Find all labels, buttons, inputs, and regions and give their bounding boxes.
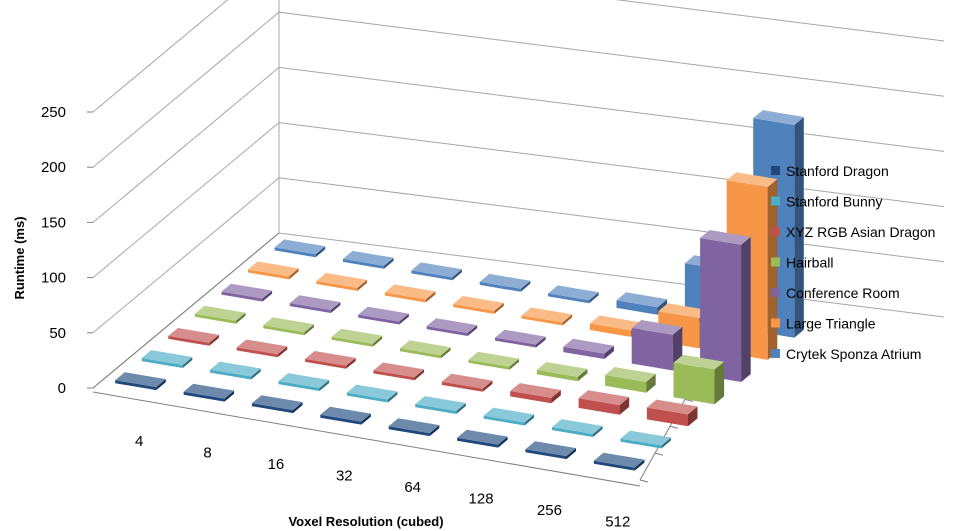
bar	[552, 419, 603, 437]
legend-label: Large Triangle	[786, 316, 876, 332]
x-tick-label: 16	[268, 456, 285, 473]
y-tick-label: 200	[41, 159, 66, 176]
bar	[411, 262, 462, 281]
bar	[221, 283, 273, 302]
legend-swatch	[771, 288, 780, 297]
bar	[605, 367, 656, 393]
bar	[468, 351, 519, 370]
bar	[457, 429, 508, 448]
x-tick-label: 512	[605, 513, 630, 530]
bar	[210, 361, 261, 380]
bar	[194, 305, 246, 324]
depth-tick	[684, 398, 694, 402]
bar	[278, 373, 330, 391]
bar	[358, 306, 409, 325]
x-tick-label: 128	[469, 490, 494, 507]
x-tick-label: 64	[404, 479, 421, 496]
x-tick-label: 32	[336, 467, 353, 484]
bar	[248, 261, 299, 280]
bar	[400, 340, 451, 359]
bar	[320, 406, 371, 425]
bar	[578, 390, 630, 415]
legend-label: Crytek Sponza Atrium	[786, 346, 921, 362]
x-tick-label: 4	[135, 433, 143, 450]
bar	[168, 328, 219, 346]
bar	[536, 362, 588, 382]
x-axis-title: Voxel Resolution (cubed)	[288, 514, 443, 529]
bar	[141, 350, 193, 368]
bar	[620, 430, 671, 449]
bar	[316, 273, 367, 291]
legend: Stanford Dragon Stanford Bunny XYZ RGB Asi…	[771, 163, 935, 362]
bar	[343, 250, 394, 269]
bar	[563, 338, 614, 359]
bar	[183, 383, 235, 402]
legend-label: Hairball	[786, 255, 833, 271]
bar	[483, 407, 535, 426]
bar	[384, 284, 436, 303]
bar	[331, 328, 383, 347]
bar	[373, 362, 424, 381]
gridline	[92, 11, 945, 168]
bar	[479, 273, 531, 292]
bar	[453, 296, 504, 314]
bars	[115, 110, 804, 471]
legend-swatch	[771, 166, 780, 175]
bar	[631, 320, 683, 371]
y-tick-label: 150	[41, 214, 66, 231]
x-axis-ticks: 4 8 16 32 64 128 256 512	[135, 433, 630, 531]
bar	[646, 399, 698, 427]
bar	[525, 441, 576, 460]
bar	[115, 372, 166, 391]
bar	[673, 354, 725, 405]
depth-tick	[669, 425, 679, 429]
gridline	[92, 0, 945, 113]
depth-tick	[639, 479, 649, 483]
bar	[510, 383, 561, 404]
bar	[700, 230, 751, 382]
legend-swatch	[771, 227, 780, 236]
legend-label: Conference Room	[786, 285, 900, 301]
y-tick-label: 50	[49, 325, 66, 342]
y-axis-ticks: 0 50 100 150 200 250	[41, 104, 93, 397]
y-axis-title: Runtime (ms)	[12, 216, 27, 299]
legend-swatch	[771, 257, 780, 267]
bar	[426, 318, 478, 336]
legend-label: Stanford Dragon	[786, 163, 889, 179]
legend-label: Stanford Bunny	[786, 194, 883, 210]
depth-tick	[654, 452, 664, 456]
bar	[274, 239, 326, 258]
y-tick-label: 100	[41, 270, 66, 287]
x-tick-label: 256	[537, 502, 562, 519]
y-tick-label: 0	[58, 380, 66, 397]
bar	[236, 339, 288, 358]
bar	[415, 396, 466, 414]
bar	[305, 351, 356, 369]
bar	[289, 295, 341, 313]
legend-label: XYZ RGB Asian Dragon	[786, 224, 935, 240]
bar	[251, 395, 303, 414]
bar	[593, 452, 645, 471]
bar	[495, 329, 546, 348]
legend-swatch	[771, 318, 780, 328]
bar	[521, 307, 573, 326]
bar	[346, 384, 398, 403]
bar	[441, 373, 493, 392]
x-tick-label: 8	[203, 444, 211, 461]
bar	[388, 418, 440, 437]
y-tick-label: 250	[41, 104, 66, 121]
bar	[263, 317, 314, 336]
floor-edge	[92, 232, 280, 389]
x-axis-line	[92, 391, 641, 487]
legend-swatch	[771, 196, 780, 206]
bar	[548, 285, 599, 304]
legend-swatch	[771, 349, 780, 358]
